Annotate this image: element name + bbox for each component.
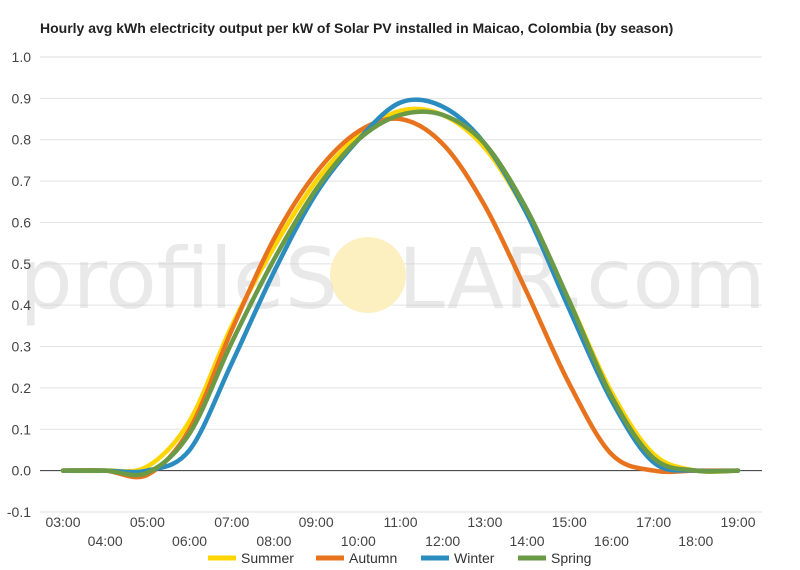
x-tick-label: 07:00 [214,514,249,530]
y-tick-label: 0.8 [12,132,32,148]
legend-label-winter: Winter [454,550,495,566]
legend: Summer Autumn Winter Spring [208,550,591,566]
y-tick-label: 1.0 [12,49,32,65]
y-tick-label: 0.9 [12,90,32,106]
watermark: profileS LAR.com [19,230,765,328]
watermark-text-right: LAR.com [398,230,766,328]
x-tick-label: 16:00 [594,533,629,549]
chart-title: Hourly avg kWh electricity output per kW… [40,20,674,36]
x-tick-label: 05:00 [130,514,165,530]
y-tick-label: 0.7 [12,173,32,189]
y-tick-label: 0.1 [12,421,32,437]
series-lines [60,97,741,480]
x-tick-label: 15:00 [552,514,587,530]
y-tick-label: 0.6 [12,214,32,230]
series-line-spring [60,109,741,478]
y-tick-label: 0.3 [12,339,32,355]
x-tick-label: 06:00 [172,533,207,549]
legend-label-summer: Summer [241,550,294,566]
x-tick-label: 10:00 [341,533,376,549]
y-tick-label: 0.5 [12,256,32,272]
x-tick-label: 13:00 [467,514,502,530]
x-tick-label: 09:00 [299,514,334,530]
legend-label-autumn: Autumn [349,550,397,566]
x-tick-label: 11:00 [384,514,418,530]
y-axis: -0.1 0.0 0.1 0.2 0.3 0.4 0.5 0.6 0.7 0.8 0.9 1.0 [7,49,31,520]
y-tick-label: 0.2 [12,380,32,396]
x-tick-label: 18:00 [678,533,713,549]
x-tick-label: 08:00 [256,533,291,549]
watermark-sun [330,237,406,313]
x-tick-label: 19:00 [720,514,755,530]
y-tick-label: 0.0 [12,463,32,479]
grid-lines [40,56,762,513]
y-tick-label: -0.1 [7,504,31,520]
x-tick-label: 17:00 [636,514,671,530]
x-axis: 03:00 04:00 05:00 06:00 07:00 08:00 09:00 10:00… [45,514,755,549]
x-tick-label: 14:00 [510,533,545,549]
x-tick-label: 03:00 [45,514,80,530]
x-tick-label: 04:00 [88,533,123,549]
x-tick-label: 12:00 [425,533,460,549]
y-tick-label: 0.4 [12,297,32,313]
legend-label-spring: Spring [551,550,591,566]
